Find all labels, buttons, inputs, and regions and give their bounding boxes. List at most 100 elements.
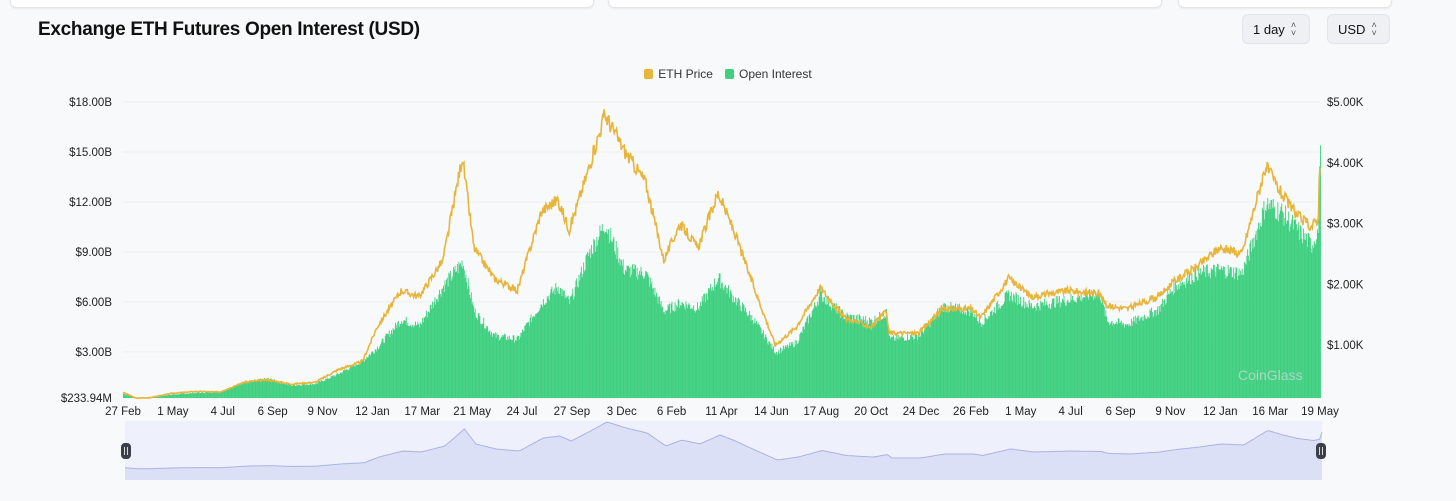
open-interest-bar — [910, 334, 912, 398]
open-interest-bar — [696, 310, 698, 398]
open-interest-bar — [219, 392, 220, 398]
open-interest-bar — [848, 315, 850, 398]
open-interest-bar — [446, 277, 448, 398]
open-interest-bar — [746, 315, 748, 398]
open-interest-bar — [948, 310, 950, 398]
open-interest-bar — [453, 267, 454, 398]
open-interest-bar — [1073, 301, 1075, 398]
open-interest-bar — [614, 251, 616, 398]
open-interest-bar — [432, 301, 434, 398]
interval-select[interactable]: 1 day ˄ ˅ — [1242, 14, 1310, 44]
open-interest-bar — [996, 302, 998, 398]
open-interest-bar — [236, 385, 238, 398]
open-interest-bar — [1158, 305, 1160, 398]
open-interest-bar — [835, 303, 837, 398]
open-interest-bar — [180, 393, 182, 398]
open-interest-bar — [181, 393, 183, 398]
open-interest-bar — [952, 305, 954, 398]
open-interest-bar — [692, 309, 694, 398]
open-interest-bar — [864, 323, 866, 398]
open-interest-bar — [354, 366, 356, 398]
navigator-left-handle[interactable] — [121, 443, 131, 459]
open-interest-bar — [432, 307, 434, 398]
open-interest-bar — [759, 325, 760, 398]
open-interest-bar — [854, 321, 856, 398]
open-interest-bar — [1182, 284, 1184, 398]
open-interest-bar — [731, 302, 733, 398]
open-interest-bar — [1197, 280, 1199, 398]
open-interest-bar — [547, 298, 549, 398]
open-interest-bar — [582, 273, 584, 398]
open-interest-bar — [239, 384, 241, 398]
open-interest-bar — [468, 286, 470, 398]
open-interest-bar — [611, 241, 612, 398]
open-interest-bar — [926, 325, 928, 398]
open-interest-bar — [790, 342, 792, 398]
open-interest-bar — [633, 264, 635, 398]
open-interest-bar — [477, 320, 478, 398]
open-interest-bar — [327, 379, 329, 398]
open-interest-bar — [678, 300, 680, 398]
open-interest-bar — [1170, 293, 1172, 398]
open-interest-bar — [904, 340, 906, 398]
open-interest-bar — [1310, 248, 1312, 398]
open-interest-bar — [784, 346, 786, 398]
open-interest-bar — [947, 311, 949, 398]
open-interest-bar — [462, 268, 464, 398]
open-interest-bar — [617, 247, 619, 398]
open-interest-bar — [1085, 291, 1087, 398]
navigator-right-handle[interactable] — [1316, 443, 1326, 459]
open-interest-bar — [957, 303, 959, 398]
open-interest-bar — [334, 375, 336, 398]
open-interest-bar — [721, 283, 723, 398]
open-interest-bar — [1131, 325, 1133, 398]
open-interest-bar — [829, 305, 831, 398]
open-interest-bar — [659, 296, 661, 398]
open-interest-bar — [1226, 276, 1228, 398]
open-interest-bar — [196, 392, 198, 398]
open-interest-bar — [585, 255, 587, 398]
open-interest-bar — [995, 313, 997, 398]
open-interest-bar — [360, 359, 362, 398]
open-interest-bar — [905, 339, 907, 398]
open-interest-bar — [761, 334, 763, 398]
open-interest-bar — [883, 316, 885, 398]
open-interest-bar — [424, 317, 426, 398]
open-interest-bar — [179, 393, 181, 398]
open-interest-bar — [497, 335, 499, 398]
open-interest-bar — [751, 315, 753, 398]
open-interest-bar — [267, 378, 268, 398]
legend-item-eth-price[interactable]: ETH Price — [644, 67, 713, 81]
x-axis-tick: 1 May — [1005, 406, 1037, 418]
open-interest-bar — [248, 382, 250, 398]
open-interest-bar — [1320, 145, 1321, 398]
open-interest-bar — [480, 323, 482, 398]
open-interest-bar — [982, 324, 984, 398]
currency-select[interactable]: USD ˄ ˅ — [1327, 14, 1390, 44]
open-interest-bar — [953, 306, 955, 398]
open-interest-bar — [1168, 294, 1170, 398]
open-interest-bar — [445, 284, 447, 398]
open-interest-bar — [1251, 251, 1252, 398]
open-interest-bar — [319, 382, 321, 398]
open-interest-bar — [971, 308, 973, 398]
legend-item-open-interest[interactable]: Open Interest — [724, 67, 812, 81]
open-interest-bar — [835, 307, 836, 398]
x-axis-tick: 12 Jan — [1203, 406, 1238, 418]
open-interest-bar — [993, 312, 994, 398]
open-interest-bar — [652, 288, 654, 398]
open-interest-bar — [800, 332, 802, 398]
open-interest-bar — [1126, 325, 1128, 398]
open-interest-bar — [834, 303, 836, 398]
open-interest-bar — [1044, 305, 1046, 398]
open-interest-bar — [890, 338, 891, 398]
open-interest-bar — [251, 380, 253, 398]
navigator-line — [124, 421, 1323, 470]
open-interest-bar — [559, 293, 561, 398]
open-interest-bar — [609, 240, 611, 398]
open-interest-bar — [764, 336, 766, 398]
open-interest-bar — [277, 382, 279, 398]
open-interest-bar — [1044, 298, 1046, 398]
open-interest-bar — [539, 310, 540, 398]
open-interest-bar — [168, 394, 170, 398]
